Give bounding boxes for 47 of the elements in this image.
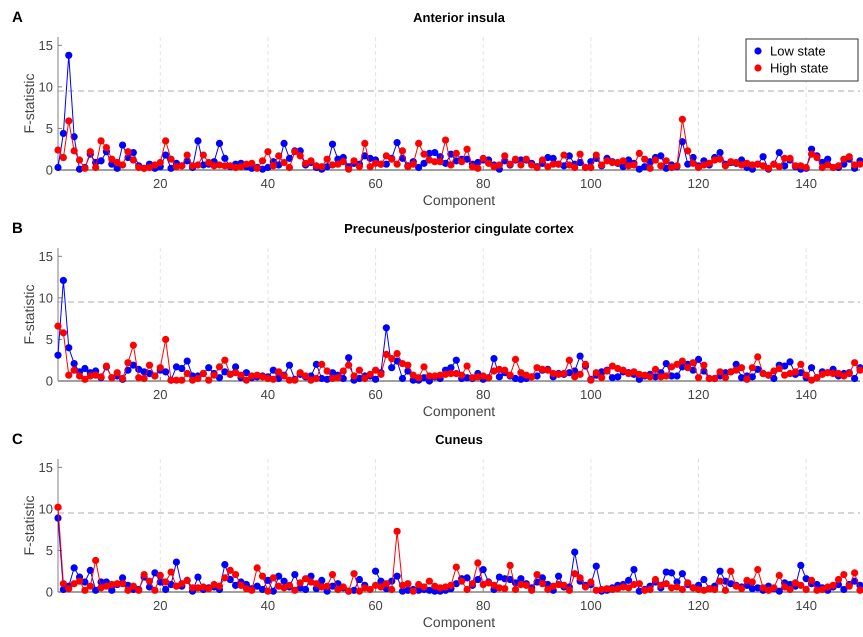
chart-title: Anterior insula xyxy=(413,10,506,25)
y-tick-label: 0 xyxy=(46,162,53,178)
x-tick-label: 20 xyxy=(153,598,168,613)
y-tick-label: 5 xyxy=(46,332,53,347)
y-axis-title: F-statistic xyxy=(21,284,37,344)
chart-title: Cuneus xyxy=(435,432,483,447)
x-tick-label: 40 xyxy=(260,387,276,402)
y-tick-label: 10 xyxy=(38,290,53,306)
x-tick-label: 80 xyxy=(476,387,490,402)
y-tick-label: 5 xyxy=(46,542,53,558)
x-tick-label: 60 xyxy=(368,176,383,191)
y-tick-label: 15 xyxy=(38,460,53,475)
legend-label: High state xyxy=(770,60,829,76)
x-tick-label: 140 xyxy=(795,176,818,191)
text: C xyxy=(12,431,23,448)
y-tick-label: 15 xyxy=(38,248,53,264)
text: A xyxy=(12,9,23,26)
chart-title: Precuneus/posterior cingulate cortex xyxy=(344,221,575,236)
y-axis-title: F-statistic xyxy=(21,496,37,556)
x-tick-label: 80 xyxy=(476,598,490,613)
x-tick-label: 120 xyxy=(688,176,710,191)
x-tick-label: 140 xyxy=(795,598,818,613)
x-axis-title: Component xyxy=(422,192,496,208)
x-tick-label: 40 xyxy=(260,176,276,191)
x-tick-label: 140 xyxy=(795,387,818,402)
x-tick-label: 20 xyxy=(153,387,168,402)
y-tick-label: 0 xyxy=(46,374,53,388)
x-axis-title: Component xyxy=(422,614,496,630)
x-axis-title: Component xyxy=(422,403,496,419)
x-tick-label: 20 xyxy=(153,176,168,191)
x-tick-label: 100 xyxy=(580,387,602,402)
x-tick-label: 80 xyxy=(476,176,490,191)
y-tick-label: 5 xyxy=(46,120,53,136)
x-tick-label: 120 xyxy=(688,387,710,402)
y-tick-label: 10 xyxy=(38,501,53,516)
x-tick-label: 100 xyxy=(580,598,602,613)
x-tick-label: 40 xyxy=(260,598,276,613)
y-axis-title: F-statistic xyxy=(21,74,37,134)
y-tick-label: 0 xyxy=(46,584,53,600)
text: B xyxy=(12,220,23,237)
x-tick-label: 60 xyxy=(368,598,383,613)
x-tick-label: 100 xyxy=(580,176,602,191)
x-tick-label: 120 xyxy=(688,598,710,613)
legend-label: Low state xyxy=(770,44,826,58)
y-tick-label: 10 xyxy=(38,79,53,94)
y-tick-label: 15 xyxy=(38,38,53,53)
x-tick-label: 60 xyxy=(368,387,383,402)
